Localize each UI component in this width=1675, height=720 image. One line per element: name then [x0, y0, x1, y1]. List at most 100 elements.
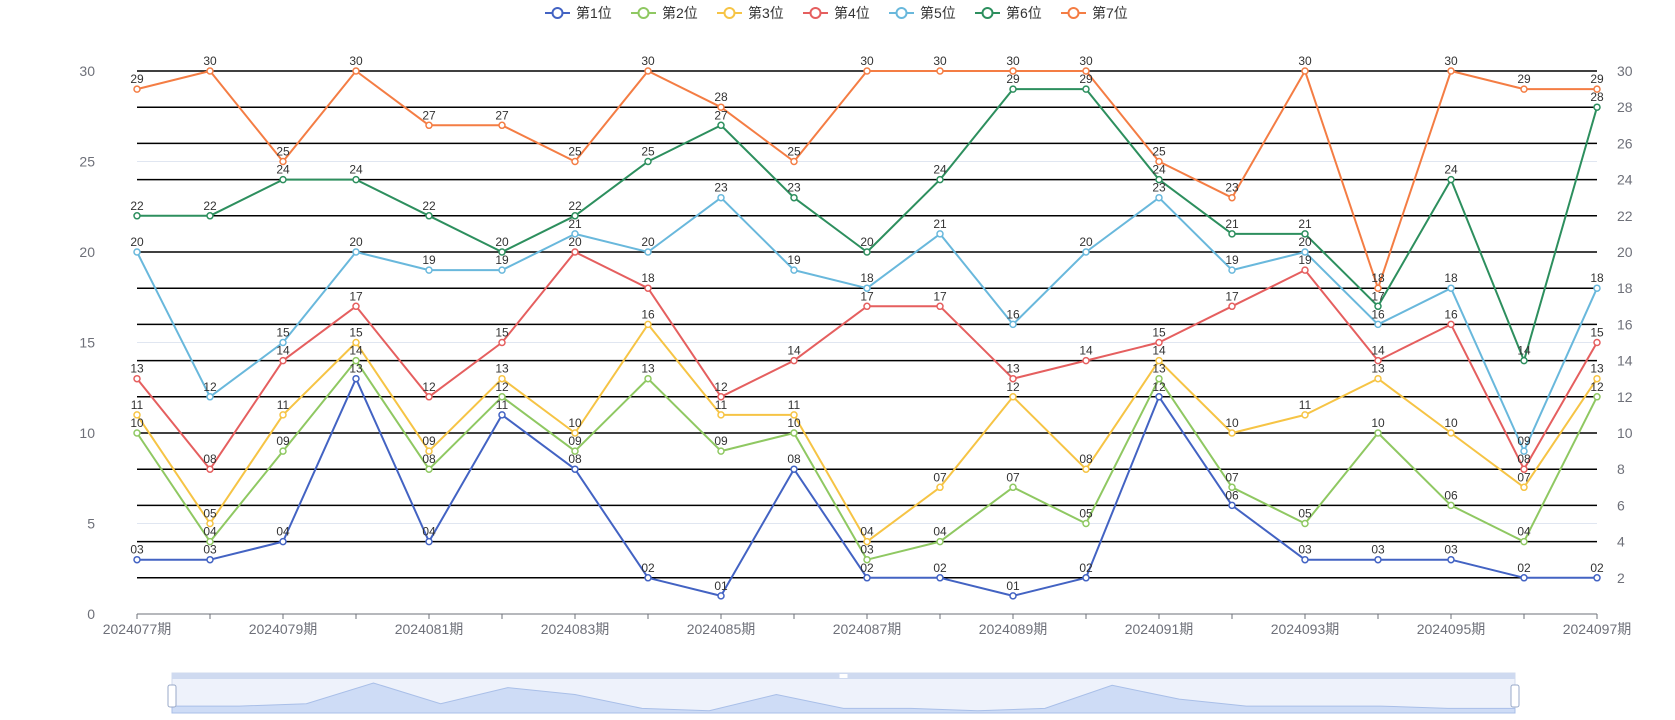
data-point[interactable] — [571, 447, 579, 455]
data-point[interactable] — [1082, 356, 1090, 365]
data-point[interactable] — [425, 447, 433, 455]
data-point[interactable] — [1447, 429, 1455, 437]
data-point[interactable] — [1009, 592, 1017, 600]
data-point[interactable] — [1374, 374, 1382, 383]
data-point[interactable] — [498, 266, 506, 274]
data-point[interactable] — [717, 103, 725, 111]
data-point[interactable] — [644, 67, 652, 75]
data-point[interactable] — [498, 393, 506, 401]
data-point[interactable] — [1228, 429, 1236, 437]
data-point[interactable] — [790, 157, 798, 166]
data-point[interactable] — [1374, 302, 1382, 311]
data-point[interactable] — [571, 230, 579, 238]
legend-item[interactable]: 第4位 — [803, 5, 870, 21]
data-point[interactable] — [133, 429, 141, 437]
data-point[interactable] — [425, 537, 433, 546]
data-point[interactable] — [352, 374, 360, 383]
data-point[interactable] — [1301, 411, 1309, 419]
data-point[interactable] — [571, 429, 579, 437]
data-point[interactable] — [644, 320, 652, 329]
data-point[interactable] — [1155, 175, 1163, 184]
data-point[interactable] — [1228, 193, 1236, 202]
data-point[interactable] — [1082, 248, 1090, 256]
data-point[interactable] — [1520, 447, 1528, 455]
data-point[interactable] — [790, 266, 798, 274]
data-point[interactable] — [498, 338, 506, 347]
data-point[interactable] — [936, 302, 944, 311]
data-point[interactable] — [279, 537, 287, 546]
data-point[interactable] — [1009, 393, 1017, 401]
data-point[interactable] — [352, 67, 360, 75]
data-point[interactable] — [1009, 85, 1017, 93]
data-point[interactable] — [1301, 266, 1309, 274]
data-point[interactable] — [206, 519, 214, 528]
data-point[interactable] — [1009, 483, 1017, 492]
data-point[interactable] — [1155, 393, 1163, 401]
data-point[interactable] — [206, 212, 214, 220]
data-point[interactable] — [1082, 67, 1090, 75]
legend-item[interactable]: 第6位 — [975, 5, 1042, 21]
legend-item[interactable]: 第2位 — [631, 5, 698, 21]
data-point[interactable] — [1082, 465, 1090, 473]
data-point[interactable] — [863, 248, 871, 256]
data-point[interactable] — [1082, 574, 1090, 582]
data-point[interactable] — [1374, 429, 1382, 437]
data-point[interactable] — [1520, 85, 1528, 93]
data-point[interactable] — [206, 555, 214, 564]
data-point[interactable] — [1374, 320, 1382, 329]
data-point[interactable] — [644, 374, 652, 383]
data-point[interactable] — [936, 483, 944, 492]
data-point[interactable] — [571, 212, 579, 220]
data-point[interactable] — [790, 193, 798, 202]
data-point[interactable] — [1520, 356, 1528, 365]
data-point[interactable] — [1593, 338, 1601, 347]
data-point[interactable] — [425, 465, 433, 473]
data-point[interactable] — [352, 338, 360, 347]
data-point[interactable] — [717, 447, 725, 455]
data-point[interactable] — [863, 67, 871, 75]
data-point[interactable] — [1228, 266, 1236, 274]
data-point[interactable] — [1155, 338, 1163, 347]
data-point[interactable] — [1155, 374, 1163, 383]
data-point[interactable] — [133, 85, 141, 93]
data-point[interactable] — [498, 248, 506, 256]
data-point[interactable] — [425, 266, 433, 274]
data-point[interactable] — [425, 212, 433, 220]
data-point[interactable] — [279, 175, 287, 184]
data-point[interactable] — [717, 592, 725, 600]
data-point[interactable] — [1374, 356, 1382, 365]
data-point[interactable] — [1301, 519, 1309, 528]
data-point[interactable] — [279, 447, 287, 455]
data-point[interactable] — [1228, 483, 1236, 492]
data-point[interactable] — [863, 574, 871, 582]
data-point[interactable] — [206, 537, 214, 546]
data-point[interactable] — [498, 411, 506, 419]
data-point[interactable] — [1155, 157, 1163, 166]
data-point[interactable] — [133, 411, 141, 419]
zoom-handle[interactable] — [1510, 684, 1520, 708]
legend-item[interactable]: 第7位 — [1061, 5, 1128, 21]
zoom-handle[interactable] — [167, 684, 177, 708]
data-point[interactable] — [1520, 483, 1528, 492]
data-point[interactable] — [1593, 85, 1601, 93]
data-point[interactable] — [863, 537, 871, 546]
data-point[interactable] — [571, 465, 579, 473]
legend-item[interactable]: 第1位 — [545, 5, 612, 21]
legend-item[interactable]: 第3位 — [717, 5, 784, 21]
data-point[interactable] — [1228, 230, 1236, 238]
data-point[interactable] — [790, 356, 798, 365]
data-point[interactable] — [352, 175, 360, 184]
data-point[interactable] — [790, 411, 798, 419]
data-point[interactable] — [790, 429, 798, 437]
data-point[interactable] — [863, 555, 871, 564]
data-point[interactable] — [1228, 302, 1236, 311]
data-point[interactable] — [1301, 248, 1309, 256]
data-point[interactable] — [133, 555, 141, 564]
data-point[interactable] — [352, 356, 360, 365]
data-point[interactable] — [133, 212, 141, 220]
data-point[interactable] — [498, 121, 506, 130]
data-point[interactable] — [1447, 501, 1455, 510]
data-zoom-slider[interactable] — [167, 672, 1520, 714]
data-point[interactable] — [644, 574, 652, 582]
data-point[interactable] — [717, 121, 725, 130]
